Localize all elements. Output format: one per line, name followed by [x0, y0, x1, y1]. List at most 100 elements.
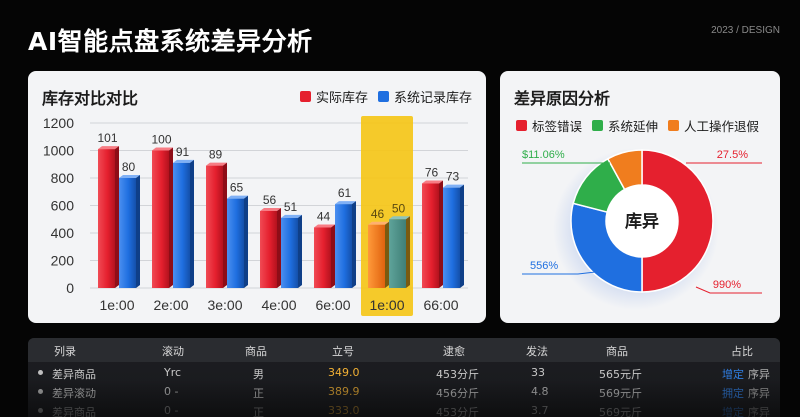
- bar-top-cap: [422, 180, 443, 184]
- legend-item-actual: 实际库存: [299, 87, 368, 106]
- bar-top-cap: [335, 201, 356, 205]
- legend-swatch-system: [377, 91, 389, 102]
- donut-hole: [606, 185, 678, 257]
- header-col-5[interactable]: 逮愈: [443, 345, 465, 358]
- header-col-4[interactable]: 立号: [332, 345, 354, 358]
- bar-label-system: 65: [230, 181, 244, 195]
- row-link-set[interactable]: 增定: [722, 368, 744, 381]
- x-tick-label: 1e:00: [369, 297, 404, 313]
- legend-swatch-label-error: [516, 120, 527, 131]
- bar-system: [119, 178, 136, 288]
- x-tick-label: 1e:00: [99, 297, 134, 313]
- table-row[interactable]: 差异商品 0 - 正 333.0 453分斤 3.7 569元斤 增定 序异: [28, 402, 780, 417]
- row-link-set[interactable]: 拥定: [722, 387, 744, 400]
- row-link-diff[interactable]: 序异: [748, 387, 770, 400]
- header-col-7[interactable]: 商品: [606, 345, 628, 358]
- callout-label: 27.5%: [717, 149, 748, 161]
- legend-item-system: 系统记录库存: [377, 87, 472, 106]
- bar-label-actual: 46: [371, 207, 385, 221]
- row-link-diff[interactable]: 序异: [748, 406, 770, 417]
- difference-reason-card: 差异原因分析 标签错误 系统延伸 人工操作退假 库异 27.5% $11.06% 55…: [500, 71, 780, 323]
- y-tick-label: 800: [51, 170, 75, 186]
- legend-label-system-delay: 系统延伸: [608, 119, 659, 134]
- row-bullet-icon: [38, 408, 43, 413]
- bar-label-system: 50: [392, 201, 406, 215]
- header-col-8[interactable]: 占比: [731, 345, 753, 358]
- y-tick-label: 1000: [43, 143, 74, 159]
- y-tick-label: 200: [51, 253, 75, 269]
- row-cell: 差异商品: [52, 368, 96, 381]
- callout-line: [522, 270, 605, 275]
- bar-side: [460, 184, 464, 288]
- bar-top-cap: [389, 216, 410, 220]
- row-cell: 差异滚动: [52, 387, 96, 400]
- legend-swatch-manual-op: [668, 120, 680, 131]
- page-title: AI智能点盘系统差异分析: [28, 27, 313, 56]
- bar-top-cap: [206, 162, 227, 166]
- row-link-diff[interactable]: 序异: [748, 368, 770, 381]
- y-tick-label: 600: [51, 198, 75, 214]
- bar-chart-title: 库存对比对比: [42, 89, 139, 108]
- bar-label-system: 51: [284, 200, 298, 214]
- difference-table: 列录 滚动 商品 立号 逮愈 发法 商品 占比 差异商品 Yrc 男 349.0…: [28, 338, 780, 417]
- bar-side: [115, 146, 119, 288]
- bar-top-cap: [119, 175, 140, 178]
- bar-top-cap: [281, 214, 302, 218]
- header-col-1[interactable]: 列录: [54, 345, 76, 358]
- row-actions: 增定 序异: [722, 404, 770, 417]
- pie-chart-legend: 标签错误 系统延伸 人工操作退假: [516, 116, 759, 135]
- legend-swatch-actual: [299, 91, 311, 102]
- bar-side: [136, 175, 140, 288]
- bar-side: [352, 201, 356, 288]
- row-actions: 拥定 序异: [722, 385, 770, 401]
- bar-top-cap: [173, 159, 194, 163]
- legend-label-actual: 实际库存: [315, 91, 368, 106]
- row-cell: 569元斤: [599, 387, 642, 400]
- row-cell: 33: [531, 366, 545, 379]
- bar-label-system: 73: [446, 170, 460, 184]
- bar-chart-legend: 实际库存 系统记录库存: [299, 87, 472, 106]
- row-actions: 增定 序异: [722, 366, 770, 382]
- bar-label-actual: 89: [209, 148, 223, 162]
- row-cell: 453分斤: [436, 406, 479, 417]
- row-cell: 差异商品: [52, 406, 96, 417]
- row-cell: 3.7: [531, 404, 549, 417]
- bar-actual: [260, 211, 277, 288]
- row-cell: 453分斤: [436, 368, 479, 381]
- bar-side: [439, 180, 443, 288]
- callout-label: 990%: [713, 279, 741, 291]
- legend-swatch-system-delay: [592, 120, 604, 131]
- bar-side: [277, 208, 281, 288]
- bar-actual: [314, 227, 331, 288]
- legend-item-system-delay: 系统延伸: [592, 116, 658, 135]
- header-col-3[interactable]: 商品: [245, 345, 267, 358]
- donut-chart: 库异 27.5% $11.06% 556% 990%: [522, 148, 762, 310]
- row-bullet-icon: [38, 389, 43, 394]
- bar-actual: [98, 149, 115, 288]
- row-cell: 565元斤: [599, 368, 642, 381]
- header-col-6[interactable]: 发法: [526, 345, 548, 358]
- bar-label-actual: 56: [263, 193, 277, 207]
- bar-side: [244, 195, 248, 288]
- bar-top-cap: [227, 195, 248, 199]
- bar-top-cap: [443, 184, 464, 188]
- row-cell: 正: [253, 406, 264, 417]
- header-col-2[interactable]: 滚动: [162, 345, 184, 358]
- row-cell: 正: [253, 387, 264, 400]
- bar-system: [443, 187, 460, 288]
- table-row[interactable]: 差异商品 Yrc 男 349.0 453分斤 33 565元斤 增定 序异: [28, 364, 780, 382]
- callout-line: [695, 286, 762, 294]
- y-tick-label: 400: [51, 225, 75, 241]
- bar-system: [173, 162, 190, 288]
- bar-label-system: 61: [338, 186, 352, 200]
- bar-label-actual: 100: [151, 133, 171, 147]
- bar-system: [389, 219, 406, 288]
- row-cell: 4.8: [531, 385, 549, 398]
- row-cell: Yrc: [164, 366, 182, 379]
- row-link-set[interactable]: 增定: [722, 406, 744, 417]
- row-cell: 349.0: [328, 366, 360, 379]
- legend-label-system: 系统记录库存: [393, 91, 472, 106]
- table-row[interactable]: 差异滚动 0 - 正 389.9 456分斤 4.8 569元斤 拥定 序异: [28, 383, 780, 401]
- y-tick-label: 1200: [43, 115, 74, 131]
- x-tick-label: 4e:00: [261, 297, 296, 313]
